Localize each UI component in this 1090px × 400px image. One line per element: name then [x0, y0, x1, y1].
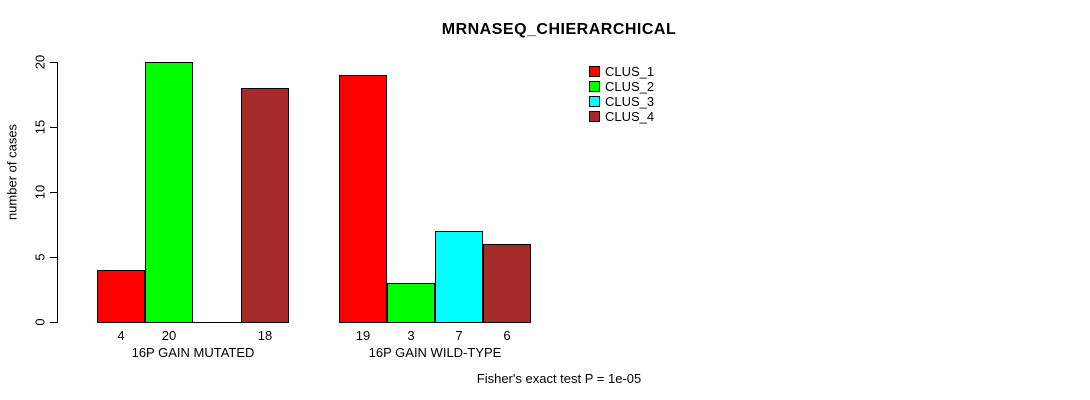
y-axis-line [57, 62, 58, 323]
bar-value-label: 20 [161, 328, 177, 343]
legend-item: CLUS_4 [589, 109, 654, 124]
y-tick-label: 10 [32, 184, 48, 200]
bar-value-label: 19 [355, 328, 371, 343]
chart-title: MRNASEQ_CHIERARCHICAL [441, 21, 677, 38]
y-tick-mark [50, 192, 57, 193]
bar-value-label: 6 [503, 328, 511, 343]
y-tick-label: 15 [32, 119, 48, 135]
legend-swatch-icon [589, 66, 600, 77]
y-tick-label: 20 [32, 54, 48, 70]
bar [387, 283, 435, 323]
stat-test-annotation: Fisher's exact test P = 1e-05 [476, 371, 642, 386]
bar-value-label: 7 [455, 328, 463, 343]
y-axis-title: number of cases [4, 123, 20, 221]
y-tick-label: 0 [32, 318, 48, 326]
bar [241, 88, 289, 323]
y-tick-mark [50, 322, 57, 323]
bar-value-label: 3 [407, 328, 415, 343]
y-tick-mark [50, 127, 57, 128]
bar [193, 322, 241, 323]
y-tick-mark [50, 257, 57, 258]
legend-label: CLUS_3 [605, 94, 655, 109]
legend-label: CLUS_4 [605, 109, 655, 124]
y-tick-label: 5 [32, 253, 48, 261]
x-category-label: 16P GAIN MUTATED [131, 345, 255, 360]
bar [483, 244, 531, 323]
legend-label: CLUS_2 [605, 79, 655, 94]
legend-swatch-icon [589, 111, 600, 122]
legend-swatch-icon [589, 81, 600, 92]
bar [435, 231, 483, 323]
bar-value-label: 4 [117, 328, 125, 343]
x-category-label: 16P GAIN WILD-TYPE [368, 345, 502, 360]
bar [145, 62, 193, 323]
legend-swatch-icon [589, 96, 600, 107]
bar [339, 75, 387, 323]
legend-item: CLUS_3 [589, 94, 654, 109]
bar [97, 270, 145, 323]
legend-label: CLUS_1 [605, 64, 655, 79]
legend-item: CLUS_2 [589, 79, 654, 94]
y-tick-mark [50, 62, 57, 63]
bar-value-label: 18 [257, 328, 273, 343]
legend-item: CLUS_1 [589, 64, 654, 79]
